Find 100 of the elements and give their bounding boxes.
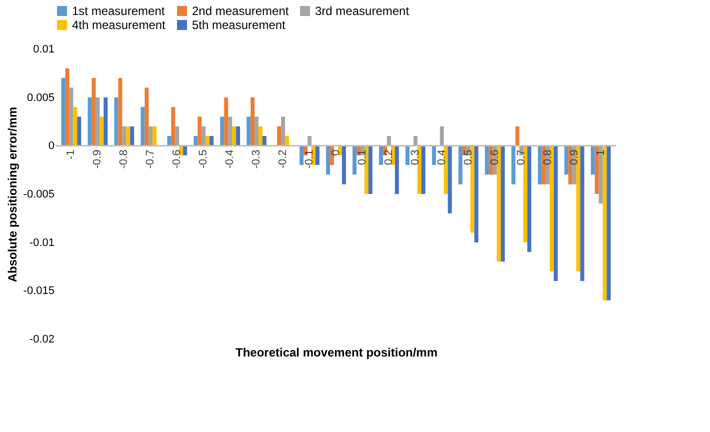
bar xyxy=(246,116,251,146)
bar xyxy=(564,146,568,175)
bar xyxy=(405,146,410,165)
bar xyxy=(130,126,134,146)
bar xyxy=(538,146,542,184)
bar xyxy=(515,126,520,146)
bar xyxy=(210,136,214,146)
y-tick-label: -0.01 xyxy=(29,236,54,249)
x-tick-label: 0.9 xyxy=(568,150,580,165)
bar xyxy=(224,97,228,146)
bar xyxy=(69,88,74,146)
bar xyxy=(73,107,78,146)
legend-label: 5th measurement xyxy=(192,18,286,32)
y-tick-label: -0.02 xyxy=(29,334,54,346)
bar xyxy=(527,146,532,252)
x-tick-label: 0.5 xyxy=(462,150,474,165)
bar xyxy=(496,146,501,262)
x-tick-label: -0.6 xyxy=(171,150,184,169)
bar xyxy=(368,146,372,194)
bar xyxy=(602,146,607,300)
x-tick-label: -0.7 xyxy=(144,150,157,169)
bar xyxy=(413,136,418,146)
bar xyxy=(554,146,558,281)
bar xyxy=(258,126,263,146)
x-axis-title: Theoretical movement position/mm xyxy=(235,346,438,360)
bar xyxy=(285,136,290,146)
bar xyxy=(126,126,130,146)
x-tick-label: 0 xyxy=(330,150,342,156)
bar xyxy=(122,126,126,146)
legend-label: 1st measurement xyxy=(72,4,166,18)
x-tick-label: 0.8 xyxy=(542,150,554,165)
x-tick-label: -0.5 xyxy=(198,150,210,169)
bar xyxy=(65,68,70,146)
x-tick-label: -0.3 xyxy=(250,150,263,169)
bar xyxy=(198,116,202,146)
y-axis-title: Absolute positioning error/mm xyxy=(5,106,20,282)
bar xyxy=(77,116,82,146)
y-tick-label: -0.015 xyxy=(23,285,54,298)
x-tick-label: -0.2 xyxy=(277,150,290,169)
bar xyxy=(171,107,176,146)
y-tick-label: 0.005 xyxy=(26,92,54,104)
x-tick-label: -0.1 xyxy=(304,150,316,169)
legend-label: 2nd measurement xyxy=(192,4,290,18)
bar xyxy=(364,146,368,194)
bar xyxy=(444,146,448,194)
bar xyxy=(511,146,516,184)
bar xyxy=(228,116,232,146)
bar xyxy=(114,97,118,146)
bar xyxy=(254,116,259,146)
bar xyxy=(580,146,584,281)
x-tick-label: 0.2 xyxy=(382,150,395,165)
bar xyxy=(342,146,346,184)
bar xyxy=(386,136,391,146)
bar xyxy=(432,146,436,165)
y-tick-label: -0.005 xyxy=(23,188,54,200)
x-tick-label: 0.3 xyxy=(409,150,422,165)
bar xyxy=(202,126,206,146)
bar xyxy=(61,78,66,146)
bar xyxy=(484,146,489,175)
bar xyxy=(104,97,108,146)
bar xyxy=(440,126,444,146)
bar xyxy=(417,146,422,194)
x-tick-label: 0.1 xyxy=(356,150,368,165)
bar xyxy=(96,97,100,146)
bar xyxy=(140,107,145,146)
bar xyxy=(167,136,172,146)
bar xyxy=(220,116,224,146)
bar xyxy=(458,146,462,184)
bar xyxy=(92,78,96,146)
bar xyxy=(590,146,595,175)
bar xyxy=(148,126,153,146)
x-tick-label: -0.4 xyxy=(224,150,236,169)
bar xyxy=(379,146,384,165)
x-tick-label: 0.6 xyxy=(488,150,501,165)
bar xyxy=(175,126,180,146)
bar xyxy=(606,146,611,300)
bar xyxy=(523,146,528,242)
bar xyxy=(262,136,267,146)
bar xyxy=(232,126,236,146)
x-tick-label: 0.7 xyxy=(515,150,528,165)
bar xyxy=(474,146,478,242)
bar xyxy=(500,146,505,262)
bar xyxy=(144,88,149,146)
x-tick-label: -1 xyxy=(65,150,78,160)
bar xyxy=(300,146,304,165)
bar xyxy=(326,146,330,175)
bar xyxy=(470,146,474,233)
bar xyxy=(352,146,357,175)
legend-label: 4th measurement xyxy=(72,18,166,32)
bar xyxy=(206,136,210,146)
x-tick-label: 1 xyxy=(594,150,607,156)
bar xyxy=(236,126,240,146)
y-tick-label: 0.01 xyxy=(33,44,54,56)
x-tick-label: -0.8 xyxy=(118,150,130,169)
bar xyxy=(250,97,255,146)
bar xyxy=(448,146,452,214)
bar xyxy=(281,116,286,146)
bar xyxy=(308,136,312,146)
bar xyxy=(315,146,320,165)
bar xyxy=(421,146,426,194)
